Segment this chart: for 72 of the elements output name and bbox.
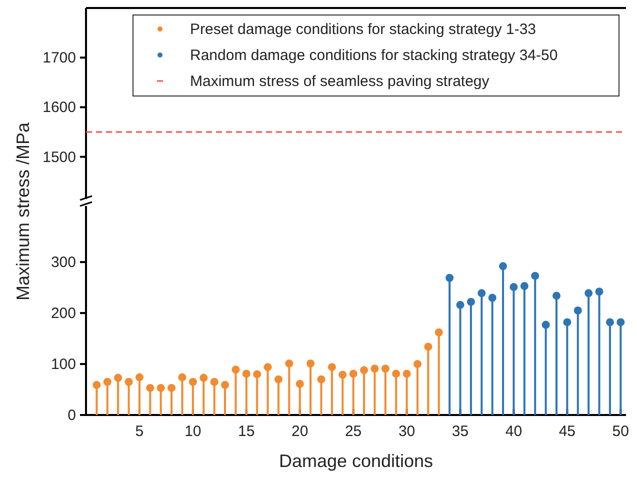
point — [200, 374, 208, 382]
point — [520, 282, 528, 290]
point — [531, 272, 540, 280]
x-tick-label: 5 — [135, 423, 144, 440]
legend-label: Random damage conditions for stacking strategy 34-50 — [190, 47, 558, 64]
y-axis-title: Maximum stress /MPa — [13, 122, 33, 301]
point — [264, 363, 272, 372]
point — [446, 274, 454, 282]
point — [616, 318, 625, 326]
x-tick-label: 10 — [184, 423, 202, 440]
x-tick-label: 50 — [612, 423, 629, 440]
point — [434, 328, 443, 336]
point — [413, 360, 422, 368]
point — [574, 306, 582, 314]
point — [381, 364, 390, 373]
point — [510, 283, 518, 292]
point — [146, 384, 154, 392]
point — [402, 370, 411, 378]
point — [135, 373, 144, 382]
point — [274, 375, 282, 384]
x-tick-label: 20 — [292, 423, 308, 440]
point — [188, 378, 197, 386]
point — [232, 366, 240, 374]
x-tick-label: 35 — [452, 423, 469, 440]
y-tick-label: 1500 — [42, 148, 76, 166]
point — [563, 318, 572, 326]
point — [124, 378, 133, 386]
point — [242, 370, 250, 378]
point — [306, 360, 315, 368]
point — [595, 288, 604, 296]
point — [392, 370, 400, 378]
y-tick-label: 1700 — [42, 50, 76, 67]
point — [221, 380, 230, 389]
y-tick-label: 200 — [50, 305, 76, 322]
point — [296, 380, 304, 388]
point — [466, 298, 475, 306]
point — [424, 342, 432, 351]
point — [178, 373, 186, 382]
y-tick-label: 300 — [50, 254, 76, 272]
point — [456, 300, 464, 309]
y-tick-label: 0 — [68, 407, 76, 424]
point — [584, 289, 593, 298]
point — [285, 360, 294, 368]
text: Maximum stress of seamless paving strategy — [190, 73, 490, 90]
point — [606, 318, 614, 326]
point — [210, 378, 218, 386]
point — [488, 294, 496, 302]
point — [114, 374, 122, 382]
point — [253, 370, 262, 378]
x-tick-label: 15 — [238, 423, 255, 440]
point — [349, 370, 358, 378]
x-tick-label: 30 — [398, 423, 416, 440]
point — [370, 364, 379, 373]
x-axis-title: Damage conditions — [278, 451, 434, 471]
point — [499, 262, 508, 270]
legend-label: Preset damage conditions for stacking strategy 1-33 — [190, 21, 536, 38]
point — [328, 363, 336, 372]
x-tick-label: 45 — [558, 423, 576, 440]
point — [360, 366, 368, 374]
x-tick-label: 25 — [344, 423, 362, 440]
point — [168, 384, 176, 392]
point — [552, 292, 560, 300]
point — [317, 375, 326, 384]
point — [92, 380, 101, 389]
point — [542, 320, 550, 329]
point — [156, 384, 165, 392]
x-tick-label: 40 — [505, 423, 522, 440]
y-tick-label: 100 — [50, 356, 76, 374]
y-tick-label: 1600 — [42, 99, 76, 116]
point — [103, 378, 112, 386]
point — [478, 289, 486, 298]
point — [338, 370, 347, 379]
